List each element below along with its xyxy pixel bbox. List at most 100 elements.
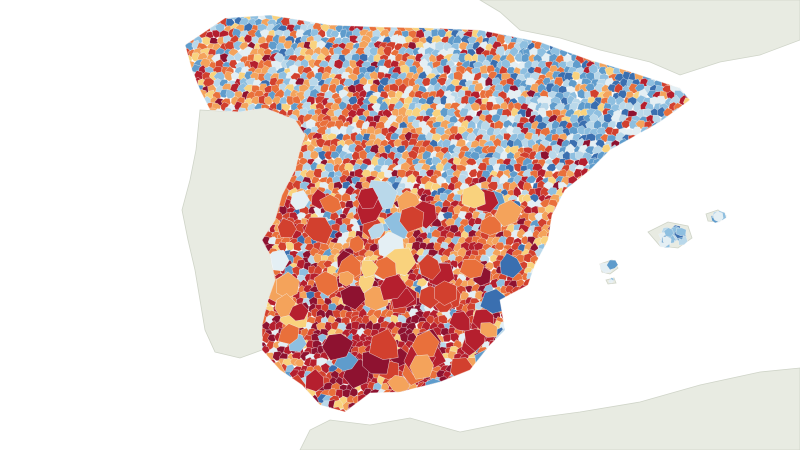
municipality-cell[interactable] (309, 407, 319, 418)
municipality-cell[interactable] (597, 224, 608, 235)
municipality-cell[interactable] (536, 304, 548, 313)
municipality-cell[interactable] (582, 259, 592, 270)
municipality-cell[interactable] (426, 11, 436, 21)
municipality-cell[interactable] (455, 389, 465, 399)
municipality-cell[interactable] (472, 4, 483, 16)
municipality-cell[interactable] (203, 407, 214, 417)
municipality-cell[interactable] (686, 143, 696, 154)
municipality-cell[interactable] (178, 78, 187, 90)
municipality-cell[interactable] (550, 292, 561, 302)
municipality-cell[interactable] (662, 304, 673, 315)
municipality-cell[interactable] (643, 377, 654, 388)
municipality-cell[interactable] (565, 401, 576, 411)
municipality-cell[interactable] (684, 278, 694, 289)
municipality-cell[interactable] (189, 295, 201, 306)
municipality-cell[interactable] (591, 396, 601, 406)
municipality-cell[interactable] (492, 383, 503, 394)
municipality-cell[interactable] (489, 400, 498, 410)
municipality-cell[interactable] (678, 145, 689, 156)
municipality-cell[interactable] (554, 370, 566, 381)
municipality-cell[interactable] (569, 235, 579, 246)
municipality-cell[interactable] (595, 249, 607, 259)
municipality-cell[interactable] (600, 240, 611, 252)
municipality-cell[interactable] (686, 200, 697, 211)
municipality-cell[interactable] (476, 381, 488, 392)
municipality-cell[interactable] (194, 351, 204, 362)
municipality-cell[interactable] (272, 376, 283, 387)
municipality-cell[interactable] (572, 338, 582, 348)
municipality-cell[interactable] (287, 407, 299, 416)
municipality-cell[interactable] (571, 279, 581, 289)
municipality-cell[interactable] (654, 210, 664, 220)
municipality-cell[interactable] (480, 363, 492, 375)
municipality-cell[interactable] (515, 305, 525, 314)
municipality-cell[interactable] (503, 302, 514, 316)
municipality-cell[interactable] (550, 352, 563, 362)
municipality-cell[interactable] (185, 139, 195, 149)
municipality-cell[interactable] (530, 329, 540, 338)
municipality-cell[interactable] (379, 406, 389, 417)
municipality-cell[interactable] (684, 169, 694, 181)
municipality-cell[interactable] (185, 298, 196, 308)
municipality-cell[interactable] (301, 394, 313, 406)
municipality-cell[interactable] (652, 259, 663, 271)
municipality-cell[interactable] (219, 371, 228, 382)
municipality-cell[interactable] (518, 401, 528, 412)
municipality-cell[interactable] (608, 303, 618, 315)
municipality-cell[interactable] (482, 381, 493, 392)
municipality-cell[interactable] (610, 382, 622, 392)
municipality-cell[interactable] (225, 368, 236, 380)
municipality-cell[interactable] (500, 357, 510, 369)
municipality-cell[interactable] (329, 11, 340, 21)
municipality-cell[interactable] (589, 174, 600, 186)
municipality-cell[interactable] (502, 402, 513, 412)
municipality-cell[interactable] (287, 394, 298, 405)
municipality-cell[interactable] (509, 388, 520, 398)
municipality-cell[interactable] (596, 212, 607, 224)
municipality-cell[interactable] (185, 309, 195, 320)
municipality-cell[interactable] (688, 344, 699, 357)
municipality-cell[interactable] (437, 7, 448, 16)
municipality-cell[interactable] (187, 377, 198, 389)
municipality-cell[interactable] (421, 407, 431, 417)
municipality-cell[interactable] (194, 96, 204, 106)
municipality-cell[interactable] (460, 374, 471, 386)
municipality-cell[interactable] (495, 341, 507, 352)
municipality-cell[interactable] (178, 16, 187, 27)
municipality-cell[interactable] (673, 309, 685, 320)
municipality-cell[interactable] (675, 206, 687, 215)
municipality-cell[interactable] (613, 231, 625, 241)
municipality-cell[interactable] (667, 346, 677, 358)
municipality-cell[interactable] (560, 277, 570, 290)
municipality-cell[interactable] (550, 242, 560, 252)
municipality-cell[interactable] (605, 189, 614, 199)
municipality-cell[interactable] (594, 315, 605, 327)
municipality-cell[interactable] (562, 333, 573, 343)
municipality-cell[interactable] (528, 338, 539, 349)
municipality-cell[interactable] (580, 363, 591, 374)
municipality-cell[interactable] (478, 371, 489, 382)
municipality-cell[interactable] (561, 186, 572, 197)
municipality-cell[interactable] (171, 151, 179, 160)
municipality-cell[interactable] (335, 13, 346, 22)
municipality-cell[interactable] (385, 406, 397, 417)
municipality-cell[interactable] (625, 370, 636, 382)
municipality-cell[interactable] (197, 334, 209, 346)
municipality-cell[interactable] (603, 395, 615, 405)
municipality-cell[interactable] (534, 382, 544, 392)
municipality-cell[interactable] (637, 242, 647, 252)
municipality-cell[interactable] (689, 175, 697, 185)
municipality-cell[interactable] (603, 175, 615, 185)
municipality-cell[interactable] (512, 382, 523, 393)
municipality-cell[interactable] (240, 383, 251, 393)
municipality-cell[interactable] (667, 138, 677, 150)
municipality-cell[interactable] (625, 358, 637, 369)
municipality-cell[interactable] (482, 351, 492, 364)
municipality-cell[interactable] (418, 387, 430, 399)
municipality-cell[interactable] (553, 358, 565, 369)
municipality-cell[interactable] (184, 370, 195, 382)
municipality-cell[interactable] (589, 198, 600, 211)
municipality-cell[interactable] (353, 7, 364, 16)
municipality-cell[interactable] (193, 11, 205, 19)
municipality-cell[interactable] (402, 5, 412, 16)
